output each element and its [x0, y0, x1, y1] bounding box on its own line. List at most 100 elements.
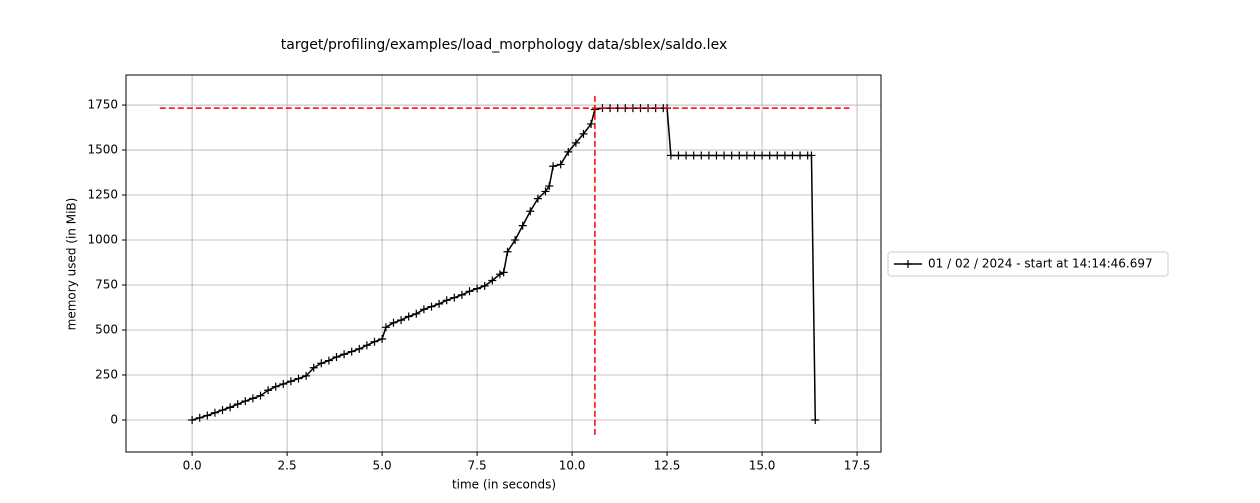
data-point [765, 151, 774, 160]
y-tick-label: 750 [95, 278, 118, 292]
data-point [499, 268, 508, 277]
y-tick-label: 1000 [87, 233, 118, 247]
legend-marker [904, 260, 912, 268]
data-point [381, 323, 390, 332]
y-tick-label: 500 [95, 322, 118, 336]
data-point [248, 394, 257, 403]
data-point [780, 151, 789, 160]
y-tick-label: 1750 [87, 98, 118, 112]
data-point [404, 312, 413, 321]
data-point [294, 374, 303, 383]
data-point [526, 207, 535, 216]
data-point [541, 187, 550, 196]
data-point [389, 318, 398, 327]
data-point [347, 347, 356, 356]
x-tick-label: 7.5 [468, 459, 487, 473]
data-point [302, 371, 311, 380]
data-point [442, 296, 451, 305]
data-point [712, 151, 721, 160]
y-tick-label: 250 [95, 367, 118, 381]
data-point [218, 406, 227, 415]
x-tick-label: 10.0 [559, 459, 586, 473]
data-point [362, 341, 371, 350]
data-point [533, 194, 542, 203]
data-point [773, 151, 782, 160]
data-point [564, 147, 573, 156]
y-axis-label: memory used (in MiB) [65, 198, 79, 331]
data-point [412, 309, 421, 318]
data-point [397, 316, 406, 325]
x-tick-label: 12.5 [654, 459, 681, 473]
data-point [788, 151, 797, 160]
data-point [370, 337, 379, 346]
data-point [203, 411, 212, 420]
y-tick-label: 1500 [87, 143, 118, 157]
x-axis-label: time (in seconds) [452, 478, 556, 492]
x-tick-label: 15.0 [749, 459, 776, 473]
data-point [332, 352, 341, 361]
data-point [188, 415, 197, 424]
data-point [435, 299, 444, 308]
data-point [271, 382, 280, 391]
data-point [465, 287, 474, 296]
data-point [309, 363, 318, 372]
data-point [195, 413, 204, 422]
data-point [750, 151, 759, 160]
data-point [727, 151, 736, 160]
data-point [226, 403, 235, 412]
data-point [682, 151, 691, 160]
legend-label: 01 / 02 / 2024 - start at 14:14:46.697 [928, 257, 1153, 271]
data-point [279, 379, 288, 388]
data-point [210, 408, 219, 417]
data-point [317, 359, 326, 368]
data-point [571, 138, 580, 147]
data-point [503, 247, 512, 256]
data-point [796, 151, 805, 160]
data-point [556, 160, 565, 169]
data-point [720, 151, 729, 160]
data-point [264, 386, 273, 395]
x-tick-label: 17.5 [844, 459, 871, 473]
data-point [742, 151, 751, 160]
x-tick-label: 2.5 [278, 459, 297, 473]
y-tick-label: 1250 [87, 188, 118, 202]
data-point [419, 305, 428, 314]
data-point [378, 334, 387, 343]
data-point [545, 182, 554, 191]
data-point [518, 221, 527, 230]
data-point [473, 284, 482, 293]
data-point [579, 129, 588, 138]
data-point [735, 151, 744, 160]
data-point [427, 302, 436, 311]
data-point [697, 151, 706, 160]
data-point [340, 350, 349, 359]
data-point [495, 270, 504, 279]
y-tick-label: 0 [110, 412, 118, 426]
plot-frame [125, 74, 882, 453]
data-point [450, 293, 459, 302]
data-point [674, 151, 683, 160]
data-point [457, 290, 466, 299]
data-point [488, 276, 497, 285]
legend-box [887, 251, 1169, 277]
data-point [480, 281, 489, 290]
data-point [758, 151, 767, 160]
data-point [355, 344, 364, 353]
data-point [704, 151, 713, 160]
data-point [811, 415, 820, 424]
data-point [324, 356, 333, 365]
data-point [511, 236, 520, 245]
data-point [587, 119, 596, 128]
data-point [256, 391, 265, 400]
data-point [233, 400, 242, 409]
data-point [549, 162, 558, 171]
data-point [286, 377, 295, 386]
data-point [807, 151, 816, 160]
x-tick-label: 0.0 [183, 459, 202, 473]
x-tick-label: 5.0 [373, 459, 392, 473]
data-point [666, 151, 675, 160]
data-point [241, 397, 250, 406]
chart-title: target/profiling/examples/load_morpholog… [281, 37, 727, 53]
data-point [689, 151, 698, 160]
